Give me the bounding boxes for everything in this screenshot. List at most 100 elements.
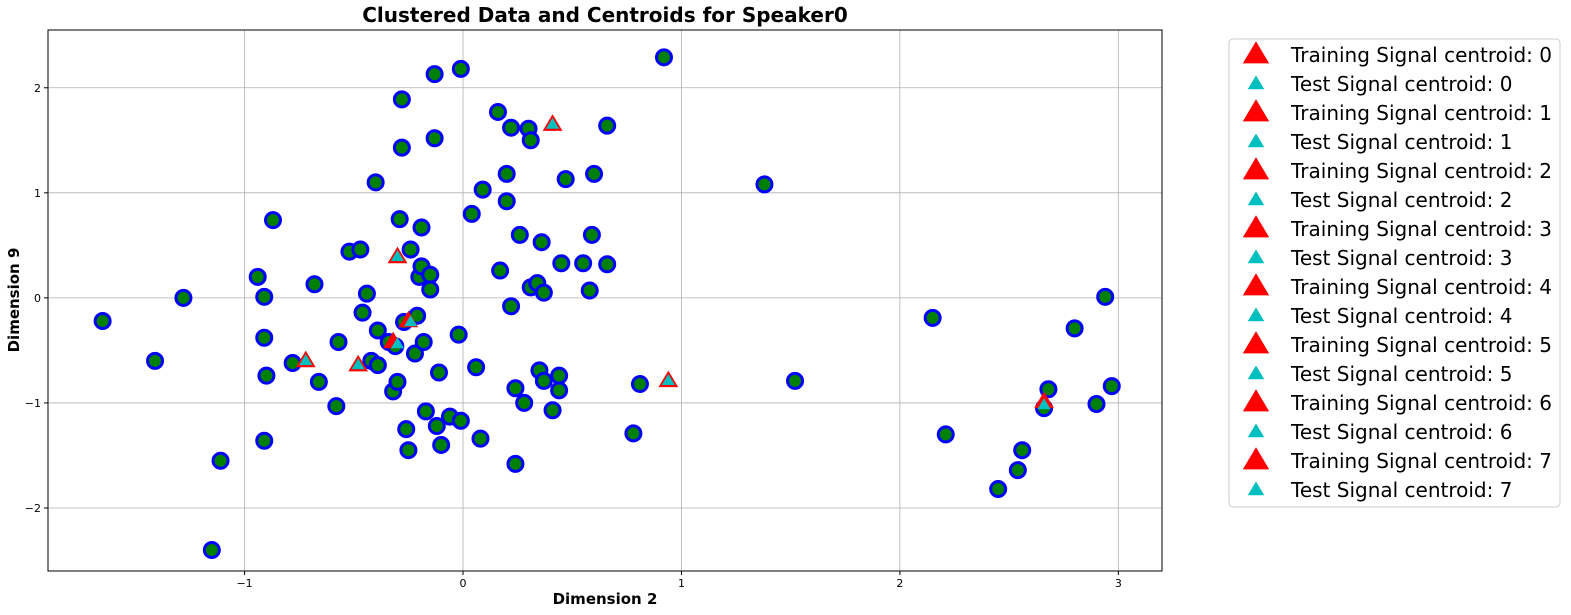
test-centroid-marker [299,354,313,366]
data-point [327,397,346,416]
data-point [211,451,230,470]
data-point [552,254,571,273]
data-point [390,210,409,229]
legend-label: Test Signal centroid: 6 [1290,420,1512,444]
data-point [263,211,282,230]
data-point [654,48,673,67]
data-point [305,275,324,294]
data-point [329,332,348,351]
test-centroid-marker [390,250,405,262]
data-point [923,308,942,327]
legend-training-marker [1242,331,1270,354]
data-point [755,175,774,194]
test-centroid-marker [390,337,405,349]
test-centroid-marker [403,315,418,327]
legend-training-marker [1242,215,1270,238]
data-point [532,233,551,252]
data-point [488,102,507,121]
legend-label: Training Signal centroid: 5 [1290,333,1552,357]
y-tick-label: 2 [34,82,41,95]
data-point [550,366,569,385]
data-point [357,284,376,303]
data-point [255,431,274,450]
x-tick-label: 2 [896,577,903,590]
legend-label: Training Signal centroid: 7 [1290,449,1552,473]
data-point [502,297,521,316]
data-point [255,328,274,347]
legend-label: Training Signal centroid: 3 [1290,217,1552,241]
data-point [598,116,617,135]
legend-entries: Training Signal centroid: 0 Test Signal c… [1242,41,1552,502]
data-point [416,402,435,421]
legend-label: Test Signal centroid: 1 [1290,130,1512,154]
x-axis-label: Dimension 2 [553,590,658,608]
legend-label: Test Signal centroid: 3 [1290,246,1512,270]
centroid-markers [295,114,1054,410]
data-point [202,540,221,559]
data-point [1096,287,1115,306]
data-point [353,303,372,322]
data-point [550,381,569,400]
legend-label: Training Signal centroid: 0 [1290,43,1552,67]
data-point [1087,394,1106,413]
x-tick-label: 1 [678,577,685,590]
grid-lines [48,30,1162,571]
data-point [543,401,562,420]
y-tick-label: −1 [25,397,41,410]
data-point [580,281,599,300]
data-point [1013,441,1032,460]
data-point [471,429,490,448]
legend-training-marker [1242,389,1270,412]
data-point [1102,377,1121,396]
data-point [425,129,444,148]
legend-training-marker [1242,273,1270,296]
data-point [502,118,521,137]
data-point [451,59,470,78]
legend-test-marker [1247,191,1265,206]
data-point [451,411,470,430]
data-point [392,90,411,109]
data-point [515,393,534,412]
data-point [1065,319,1084,338]
legend-label: Training Signal centroid: 1 [1290,101,1552,125]
legend-test-marker [1247,249,1265,264]
legend-training-marker [1242,41,1270,64]
y-tick-label: −2 [25,502,41,515]
legend-label: Training Signal centroid: 4 [1290,275,1552,299]
data-point [624,424,643,443]
y-tick-label: 1 [34,187,41,200]
data-point [585,164,604,183]
data-point [449,325,468,344]
data-point [506,379,525,398]
data-point [1008,461,1027,480]
legend-test-marker [1247,75,1265,90]
legend-training-marker [1242,447,1270,470]
axis-ticks: −1 0 1 2 3 −2 −1 0 1 2 [25,82,1122,590]
data-point [414,332,433,351]
test-centroid-marker [351,358,365,370]
data-point [598,255,617,274]
data-point [574,254,593,273]
legend-label: Test Signal centroid: 7 [1290,478,1512,502]
data-point [556,170,575,189]
data-point [401,240,420,259]
data-point [427,417,446,436]
data-point [368,321,387,340]
legend-label: Training Signal centroid: 6 [1290,391,1552,415]
data-point [462,204,481,223]
x-tick-label: −1 [236,577,252,590]
data-point [146,351,165,370]
data-point [467,358,486,377]
test-centroid-marker [545,117,560,129]
legend-test-marker [1247,307,1265,322]
data-point [786,371,805,390]
legend-test-marker [1247,423,1265,438]
data-point [421,280,440,299]
data-points [93,48,1121,559]
data-point [351,240,370,259]
chart-title: Clustered Data and Centroids for Speaker… [362,3,847,27]
x-tick-label: 0 [460,577,467,590]
data-point [473,180,492,199]
data-point [397,420,416,439]
data-point [93,311,112,330]
